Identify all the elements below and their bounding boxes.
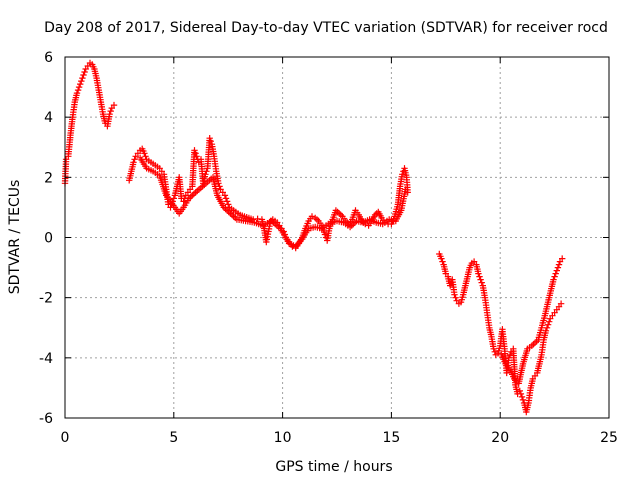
data-point [77,80,84,88]
data-point [222,195,230,202]
data-point [131,156,138,163]
data-point [452,294,459,301]
data-point [106,111,113,118]
x-tick-label: 15 [382,430,400,446]
grid [65,57,609,418]
data-point [506,351,514,358]
data-point [516,387,523,395]
data-point [203,168,210,175]
data-point [110,101,118,109]
data-point [555,261,563,268]
x-tick-label: 0 [61,430,70,446]
data-point [228,211,236,219]
data-point [559,255,566,262]
x-tick-label: 10 [274,430,292,446]
data-point [402,186,409,193]
data-point [399,171,406,178]
data-point [477,276,484,283]
data-point [223,198,231,205]
data-point [170,195,177,202]
data-point [544,321,552,328]
data-point [130,159,137,166]
data-point [308,213,316,220]
x-tick-label: 20 [491,430,509,446]
x-tick-label: 25 [600,430,618,446]
data-point [202,171,209,178]
data-point [451,291,458,298]
data-point [192,150,199,157]
data-point [254,215,261,222]
data-point [438,255,445,262]
y-tick-label: -6 [39,411,53,427]
data-point [337,211,344,219]
data-point [73,89,81,97]
data-point [193,153,200,160]
data-point [550,276,557,283]
data-point [531,339,539,346]
data-point [142,153,149,160]
chart-title: Day 208 of 2017, Sidereal Day-to-day VTE… [44,20,608,36]
data-point [490,345,497,352]
data-point [107,107,114,115]
axis-ticks [64,56,610,419]
y-tick-label: 2 [44,170,53,186]
data-point [543,324,551,331]
data-point [554,264,562,271]
y-tick-label: 6 [44,50,53,66]
data-point [551,273,558,280]
data-point [321,231,329,238]
data-point [207,138,214,145]
x-axis-label: GPS time / hours [275,459,392,475]
x-tick-label: 5 [169,430,178,446]
data-marks [61,59,566,416]
y-tick-label: -4 [39,351,53,367]
y-tick-label: 0 [44,231,53,247]
data-point [221,192,229,199]
y-tick-label: 4 [44,110,53,126]
data-point [552,270,559,277]
data-point [206,135,213,142]
data-point [478,279,485,286]
data-point [517,390,525,398]
data-point [80,71,87,79]
data-point [79,74,86,82]
data-point [189,192,196,199]
x-tick-labels: 0 5 10 15 20 25 [61,430,618,446]
data-point [476,273,483,280]
data-point [530,341,537,348]
y-axis-label: SDTVAR / TECUs [7,180,23,295]
data-point [491,348,498,355]
y-tick-label: -2 [39,291,53,307]
y-tick-labels: -6 -4 -2 0 2 4 6 [39,50,53,427]
data-point [557,300,565,307]
data-point [215,180,222,187]
data-point [439,258,446,265]
data-point [447,282,454,289]
data-point [518,393,526,401]
data-point [191,147,198,154]
data-point [225,201,232,208]
data-point [74,86,82,94]
data-point [553,267,560,274]
data-point [546,318,553,325]
data-point [81,68,88,76]
data-point [141,150,148,157]
data-point [75,83,83,91]
data-point [78,77,85,85]
data-point [475,270,482,277]
data-point [519,396,527,404]
